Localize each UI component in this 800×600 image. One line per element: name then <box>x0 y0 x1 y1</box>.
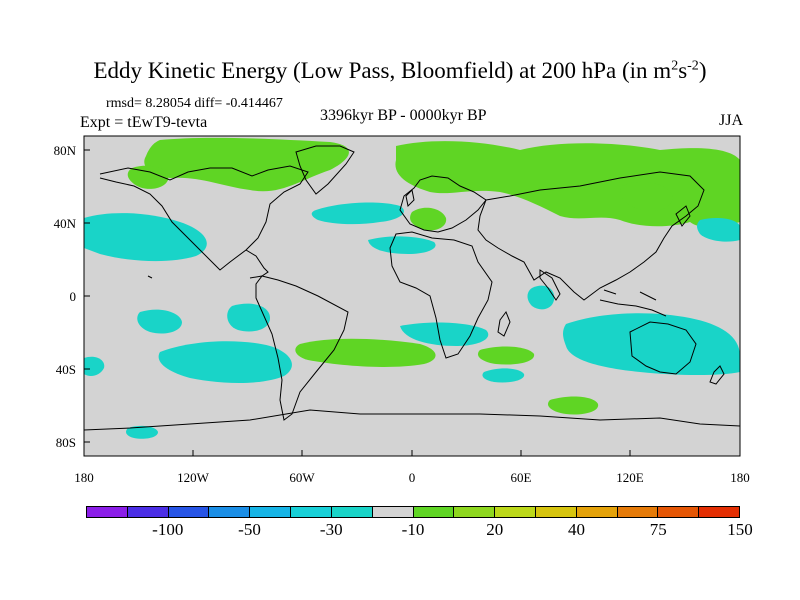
africa-coast <box>389 231 493 359</box>
indonesia-coast <box>599 289 667 317</box>
colorbar-label: -50 <box>238 520 261 539</box>
west-america-cyan <box>227 303 270 332</box>
madagascar-coast <box>497 310 511 337</box>
far-south-cyan <box>126 425 158 439</box>
period-label: 3396kyr BP - 0000kyr BP <box>320 107 487 124</box>
europe-coast <box>399 175 487 233</box>
title-sup2: -2 <box>687 58 699 74</box>
stats-label: rmsd= 8.28054 diff= -0.414467 <box>106 96 283 111</box>
hawaii-dots <box>147 275 153 279</box>
colorbar-box <box>87 507 128 517</box>
colorbar-box <box>495 507 536 517</box>
y-tick-label: 0 <box>70 289 77 304</box>
title-sup1: 2 <box>671 58 679 74</box>
colorbar-box <box>617 507 659 517</box>
indian-ocean-cyan <box>527 285 555 310</box>
colorbar-label: 150 <box>727 520 753 539</box>
colorbar-box <box>413 507 455 517</box>
x-tick-label: 60E <box>511 470 532 485</box>
pacific-green-patch <box>127 165 169 189</box>
colorbar-label: 40 <box>568 520 585 539</box>
new-zealand-coast <box>709 365 725 385</box>
india-coast <box>539 269 561 301</box>
colorbar-box <box>209 507 251 517</box>
season-label: JJA <box>718 112 743 129</box>
colorbar-box <box>658 507 700 517</box>
asia-coast <box>477 171 705 301</box>
colorbar <box>86 506 740 518</box>
x-tick-label: 180 <box>730 470 750 485</box>
y-tick-label: 40N <box>54 216 77 231</box>
mid-atlantic-cyan <box>368 236 436 254</box>
west-pacific-cyan <box>697 218 740 242</box>
colorbar-label: -10 <box>401 520 425 539</box>
south-america-coast <box>255 275 349 421</box>
greenland-coast <box>295 145 355 195</box>
title-end: ) <box>698 58 707 83</box>
gulf-coast <box>245 249 269 279</box>
colorbar-box <box>535 507 577 517</box>
colorbar-label: -30 <box>319 520 343 539</box>
anomaly-regions <box>84 137 740 439</box>
colorbar-box <box>331 507 373 517</box>
x-tick-label: 180 <box>74 470 94 485</box>
east-pacific-cyan <box>137 309 182 334</box>
south-america-cyan <box>158 341 292 383</box>
colorbar-box <box>699 507 739 517</box>
colorbar-label: 20 <box>486 520 504 539</box>
tasman-cyan <box>482 368 525 383</box>
colorbar-box <box>576 507 618 517</box>
colorbar-box <box>127 507 169 517</box>
negative-anomaly-regions <box>84 202 740 439</box>
southern-ocean-green <box>547 396 599 415</box>
north-america-coast <box>99 165 309 271</box>
colorbar-box <box>250 507 292 517</box>
x-tick-label: 120W <box>177 470 210 485</box>
northwest-pacific-green <box>620 181 673 212</box>
chart-title: Eddy Kinetic Energy (Low Pass, Bloomfiel… <box>0 58 800 84</box>
colorbar-box <box>454 507 496 517</box>
x-tick-label: 120E <box>616 470 644 485</box>
title-mid: s <box>678 58 688 83</box>
y-tick-label: 80S <box>56 435 76 450</box>
europe-green-patch <box>410 207 447 231</box>
north-pacific-cyan <box>84 213 207 262</box>
title-main: Eddy Kinetic Energy (Low Pass, Bloomfiel… <box>93 58 672 83</box>
y-tick-label: 80N <box>54 143 77 158</box>
australia-cyan <box>563 313 740 375</box>
japan-coast <box>675 205 691 227</box>
colorbar-box <box>291 507 332 517</box>
colorbar-box <box>168 507 210 517</box>
uk-coast <box>405 188 415 208</box>
south-atlantic-green <box>295 338 436 367</box>
colorbar-box <box>372 507 414 517</box>
south-atlantic-cyan <box>400 322 489 346</box>
x-tick-label: 60W <box>289 470 315 485</box>
colorbar-label: 75 <box>649 520 667 539</box>
coastlines <box>84 145 740 431</box>
colorbar-label: -100 <box>152 520 184 539</box>
y-tick-label: 40S <box>56 362 76 377</box>
south-indian-green <box>477 346 535 365</box>
x-tick-labels: 180 120W 60W 0 60E 120E 180 <box>74 470 750 485</box>
x-tick-label: 0 <box>409 470 416 485</box>
southeast-pacific-cyan <box>84 356 105 376</box>
experiment-label: Expt = tEwT9-tevta <box>80 114 208 131</box>
y-tick-labels: 80N 40N 0 40S 80S <box>54 143 77 450</box>
north-atlantic-cyan <box>311 202 404 225</box>
australia-coast <box>629 321 697 375</box>
map-ticks <box>83 149 741 456</box>
antarctica-coast <box>84 409 740 431</box>
